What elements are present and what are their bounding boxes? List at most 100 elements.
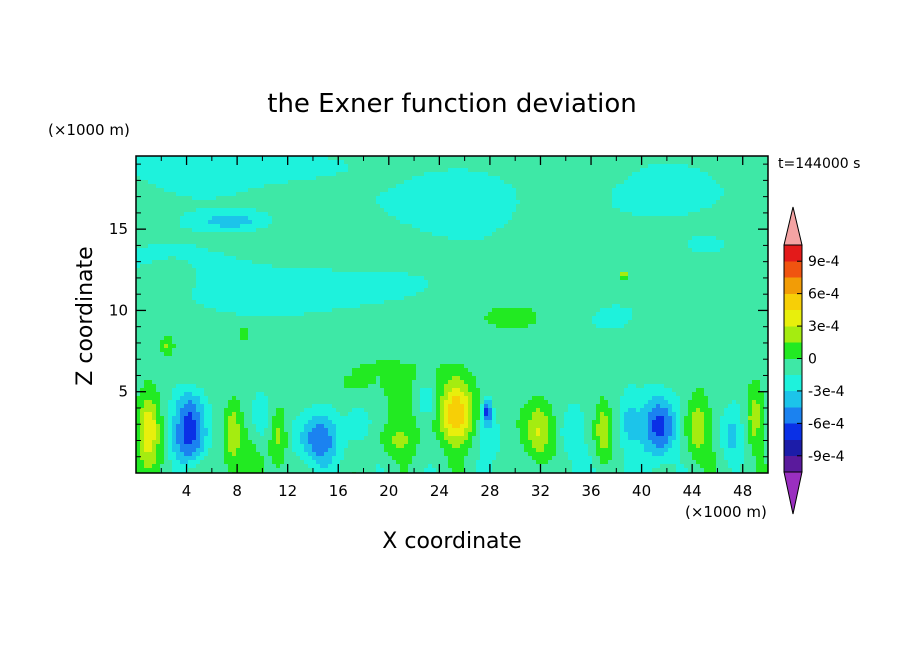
contour-cell [460,220,465,225]
contour-cell [176,268,181,273]
contour-cell [392,252,397,257]
contour-cell [556,264,561,269]
contour-cell [160,212,165,217]
contour-cell [520,208,525,213]
contour-cell [432,248,437,253]
contour-cell [656,192,661,197]
contour-cell [280,232,285,237]
contour-cell [384,264,389,269]
contour-cell [556,176,561,181]
contour-cell [248,244,253,249]
contour-cell [360,260,365,265]
contour-cell [400,176,405,181]
contour-cell [684,220,689,225]
contour-cell [352,192,357,197]
contour-cell [192,232,197,237]
contour-cell [684,244,689,249]
contour-cell [436,164,441,169]
contour-cell [160,260,165,265]
contour-cell [300,256,305,261]
contour-cell [308,168,313,173]
contour-cell [740,268,745,273]
contour-cell [200,228,205,233]
contour-cell [368,184,373,189]
contour-cell [196,196,201,201]
contour-cell [172,244,177,249]
contour-cell [592,248,597,253]
contour-cell [136,252,141,257]
contour-cell [460,196,465,201]
contour-cell [200,208,205,213]
contour-cell [652,172,657,177]
contour-cell [728,268,733,273]
y-unit-label: (×1000 m) [48,121,130,139]
contour-cell [212,196,217,201]
contour-cell [576,228,581,233]
contour-cell [304,204,309,209]
contour-cell [760,264,765,269]
contour-cell [396,176,401,181]
contour-cell [208,160,213,165]
contour-cell [256,272,261,277]
contour-cell [376,232,381,237]
contour-cell [700,272,705,277]
contour-cell [364,232,369,237]
contour-cell [556,168,561,173]
contour-cell [468,276,473,281]
contour-cell [208,204,213,209]
contour-cell [764,244,769,249]
contour-cell [316,164,321,169]
contour-cell [692,260,697,265]
contour-cell [720,168,725,173]
contour-cell [596,276,601,281]
contour-cell [216,240,221,245]
contour-cell [212,240,217,245]
contour-cell [208,192,213,197]
contour-cell [744,248,749,253]
contour-cell [516,216,521,221]
contour-cell [452,168,457,173]
contour-cell [604,272,609,277]
contour-cell [468,188,473,193]
contour-cell [192,204,197,209]
contour-cell [568,184,573,189]
contour-cell [256,180,261,185]
contour-cell [532,248,537,253]
contour-cell [720,216,725,221]
contour-cell [244,180,249,185]
contour-cell [300,224,305,229]
contour-cell [708,252,713,257]
contour-cell [540,168,545,173]
contour-cell [696,184,701,189]
contour-cell [624,168,629,173]
contour-cell [512,228,517,233]
contour-cell [200,248,205,253]
contour-cell [516,272,521,277]
contour-cell [752,180,757,185]
contour-cell [620,200,625,205]
contour-cell [576,200,581,205]
contour-cell [416,224,421,229]
contour-cell [316,216,321,221]
contour-cell [692,268,697,273]
contour-cell [592,256,597,261]
contour-cell [392,268,397,273]
contour-cell [520,204,525,209]
contour-cell [340,240,345,245]
contour-cell [232,240,237,245]
contour-cell [360,216,365,221]
contour-cell [668,256,673,261]
contour-cell [308,180,313,185]
contour-cell [476,220,481,225]
contour-cell [204,180,209,185]
contour-cell [712,252,717,257]
contour-cell [332,264,337,269]
contour-cell [432,196,437,201]
contour-cell [732,204,737,209]
contour-cell [708,172,713,177]
contour-cell [272,208,277,213]
contour-cell [608,156,613,161]
contour-cell [456,236,461,241]
contour-cell [420,224,425,229]
contour-cell [568,276,573,281]
